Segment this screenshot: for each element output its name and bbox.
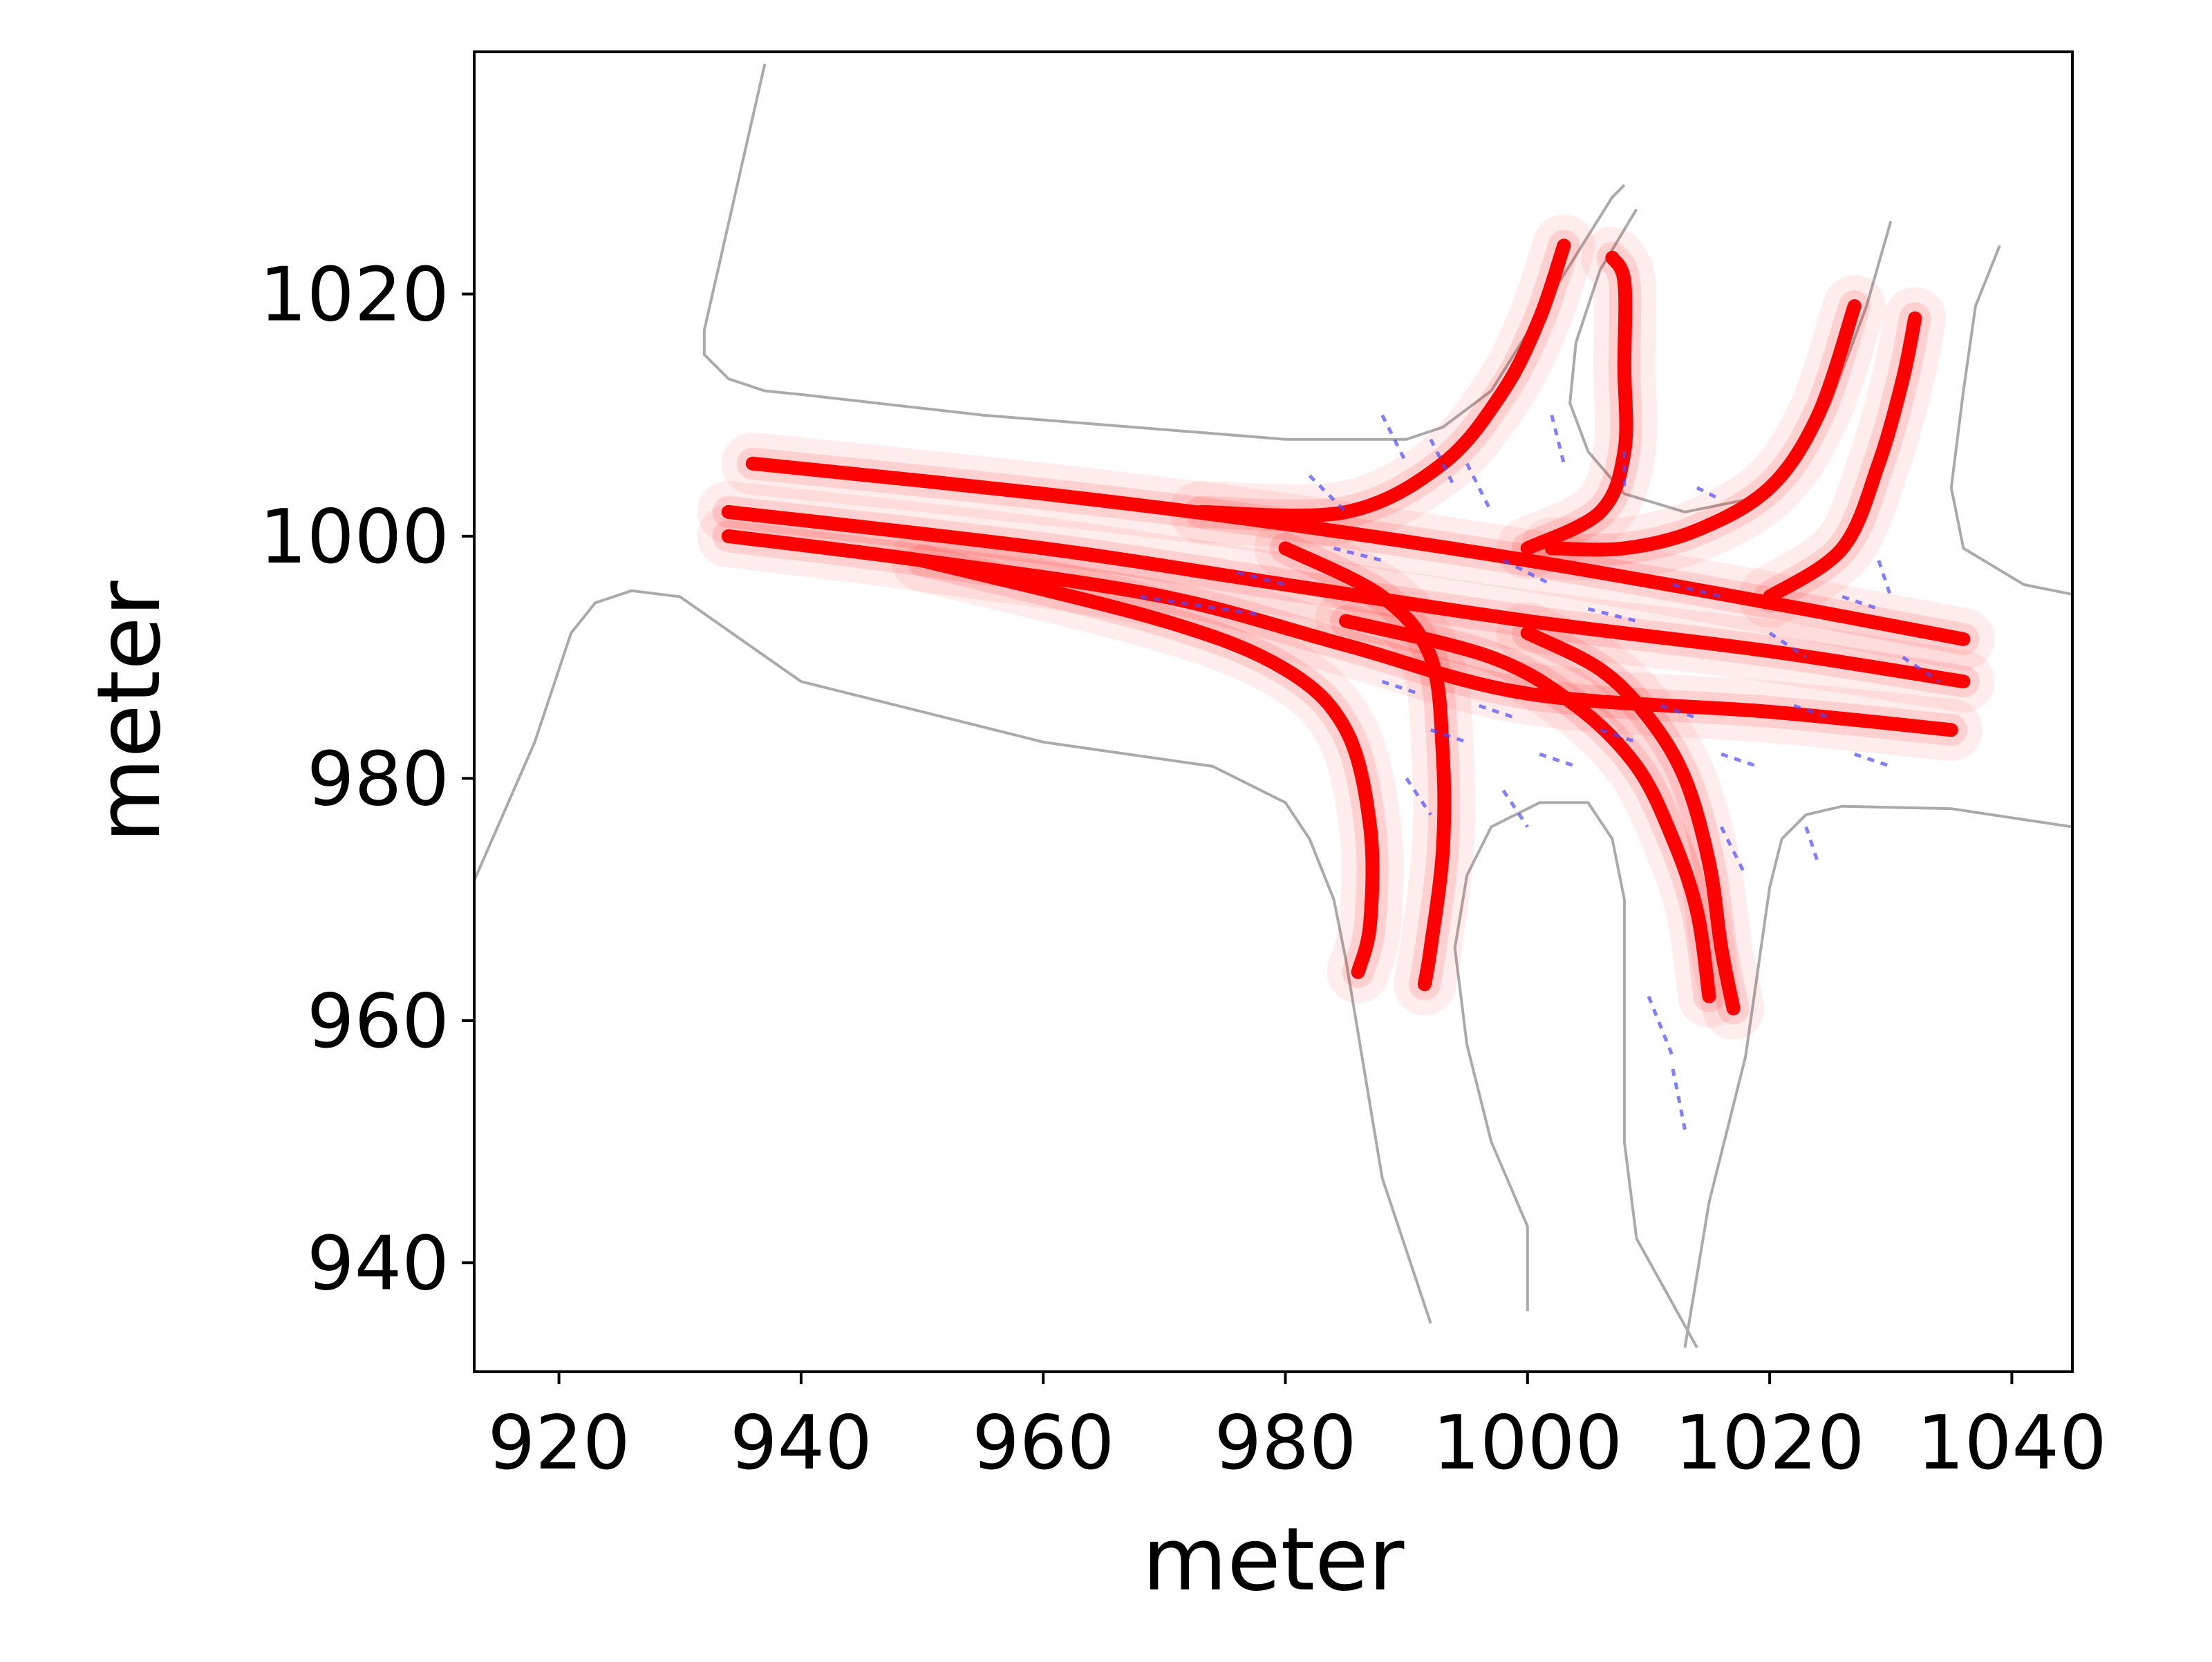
trajectory-bundle (1738, 287, 1947, 628)
road-boundary-line (1949, 245, 2072, 596)
lane-marking (1719, 826, 1747, 876)
y-tick-label: 960 (307, 979, 449, 1065)
lane-marking (1550, 415, 1566, 464)
lane-marking (1804, 826, 1820, 864)
trajectory-core (745, 456, 1971, 646)
lane-marking (1236, 571, 1286, 587)
trajectory-core (915, 554, 1380, 979)
trajectory-core (1278, 541, 1452, 992)
trajectory-core (1193, 238, 1571, 523)
lane-marking (1672, 583, 1722, 598)
trajectory-bundle (1520, 275, 1886, 581)
lane-marking (1587, 607, 1638, 623)
trajectory-bundle (721, 432, 1995, 670)
trajectory-bundle (1496, 226, 1658, 580)
trajectory-bundle (1254, 517, 1476, 1016)
lane-marking (1139, 595, 1262, 617)
lane-marking (1465, 462, 1493, 513)
lane-marking (1660, 703, 1698, 720)
vehicle-trajectories (697, 214, 1995, 1040)
lane-marking (1877, 560, 1893, 598)
lane-marking (1502, 558, 1553, 587)
road-boundary-line (1683, 804, 2072, 1348)
x-tick-label: 920 (488, 1400, 630, 1486)
x-tick-label: 960 (972, 1400, 1114, 1486)
y-tick-label: 980 (307, 736, 449, 822)
x-axis-label: meter (1143, 1509, 1405, 1610)
lane-marking (1600, 728, 1638, 744)
trajectory-core (1520, 250, 1633, 556)
road-boundary-line (1453, 801, 1698, 1348)
trajectory-bundle (1169, 214, 1595, 547)
x-tick-label: 940 (730, 1400, 872, 1486)
y-tick-label: 1000 (259, 494, 449, 580)
lane-marking (1429, 438, 1456, 489)
trajectory-bundle (891, 529, 1404, 1003)
x-tick-label: 980 (1214, 1400, 1356, 1486)
trajectory-core (1339, 614, 1716, 1003)
lane-markings (1139, 414, 1940, 1130)
lane-marking (1381, 679, 1419, 696)
lane-marking (1841, 595, 1880, 611)
y-tick-label: 940 (307, 1220, 449, 1307)
trajectory-bundle (1496, 602, 1765, 1040)
lane-marking (1479, 703, 1517, 720)
x-tick-label: 1040 (1917, 1400, 2107, 1486)
lane-marking (1308, 474, 1347, 513)
lane-marking (1721, 752, 1759, 768)
lane-marking (1333, 546, 1383, 563)
trajectory-core (1763, 311, 1922, 604)
road-boundary-line (474, 589, 1432, 1324)
y-axis-ticks: 940 960 980 1000 1020 (259, 252, 474, 1307)
lane-marking (1647, 995, 1675, 1058)
axes-frame (473, 50, 2074, 1373)
trajectory-bundle (1315, 589, 1741, 1028)
x-tick-label: 1020 (1675, 1400, 1865, 1486)
trajectory-core (1544, 299, 1862, 557)
y-tick-label: 1020 (259, 252, 449, 338)
lane-marking (1430, 728, 1468, 744)
lane-marking (1696, 486, 1723, 502)
lane-marking (1539, 752, 1577, 768)
lane-marking (1671, 1068, 1687, 1130)
lane-marking (1853, 752, 1892, 768)
trajectory-core (1520, 626, 1741, 1016)
lane-marking (1793, 703, 1831, 720)
x-axis-ticks: 920 940 960 980 1000 1020 1040 (488, 1372, 2107, 1486)
x-tick-label: 1000 (1432, 1400, 1622, 1486)
y-axis-label: meter (78, 580, 180, 842)
lane-marking (1380, 414, 1408, 464)
